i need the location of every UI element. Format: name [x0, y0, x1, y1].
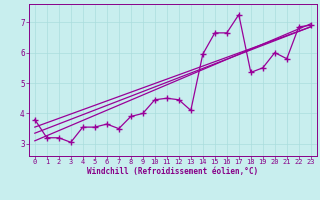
X-axis label: Windchill (Refroidissement éolien,°C): Windchill (Refroidissement éolien,°C) [87, 167, 258, 176]
